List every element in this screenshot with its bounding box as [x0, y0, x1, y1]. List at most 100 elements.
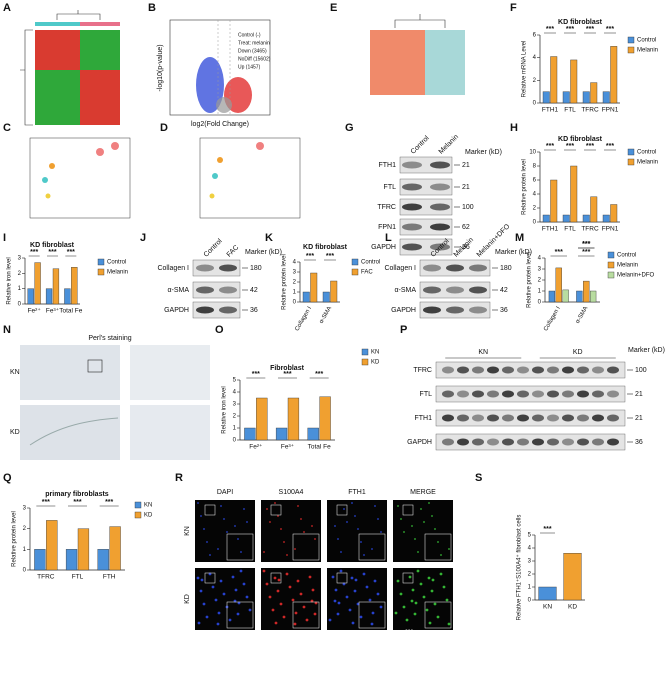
blot-band [547, 414, 559, 422]
if-speck [286, 554, 288, 556]
heatmap-a [20, 10, 120, 126]
if-speck [245, 595, 249, 599]
x-tick-label: KD [568, 604, 577, 611]
if-speck [276, 589, 280, 593]
y-tick-label: 2 [533, 206, 537, 212]
blot-band [472, 438, 484, 446]
blot-band [469, 306, 487, 314]
group-label: KN [478, 349, 488, 356]
blot-band [532, 390, 544, 398]
chart-title: Fibroblast [270, 365, 305, 372]
bar [602, 214, 610, 223]
blot-band [532, 414, 544, 422]
bar [109, 526, 121, 571]
legend-swatch [627, 158, 635, 166]
if-speck [356, 602, 360, 606]
x-tick-label: FTH1 [542, 226, 559, 233]
volcano-b [169, 19, 271, 116]
dotplot-c [29, 137, 131, 219]
blot-strip [435, 433, 626, 451]
blot-band [502, 390, 514, 398]
if-speck [428, 621, 432, 625]
significance: *** [42, 499, 50, 506]
blot-band [592, 438, 604, 446]
y-axis-label: Relative iron level [7, 257, 13, 304]
if-speck [368, 598, 372, 602]
if-image [261, 568, 321, 630]
dotplot-d [199, 137, 301, 219]
bar [275, 427, 288, 441]
inset-box [402, 504, 414, 516]
if-speck [277, 578, 281, 582]
bar [330, 280, 338, 303]
legend-swatch [607, 271, 615, 279]
if-speck [308, 575, 312, 579]
panel-letter: L [385, 232, 392, 244]
bar [610, 46, 618, 104]
blot-band [402, 243, 422, 251]
if-speck [202, 602, 206, 606]
legend-swatch [97, 258, 105, 266]
if-speck [228, 618, 232, 622]
blot-band [430, 183, 450, 191]
bar [322, 291, 330, 303]
blot-strip [399, 198, 453, 216]
row-label: TFRC [377, 204, 396, 211]
if-image [393, 568, 453, 630]
bar [538, 586, 557, 601]
if-speck [216, 622, 220, 626]
if-speck [217, 548, 219, 550]
blot-band [219, 286, 237, 294]
blot-band [607, 438, 619, 446]
blot-band [487, 414, 499, 422]
if-speck [362, 572, 366, 576]
if-speck [248, 608, 252, 612]
legend-swatch [134, 511, 142, 519]
blot-band [487, 366, 499, 374]
blot-band [577, 366, 589, 374]
legend-swatch [627, 36, 635, 44]
if-speck [351, 502, 353, 504]
if-speck [240, 551, 242, 553]
if-speck [376, 592, 380, 596]
blot-band [547, 366, 559, 374]
bar [542, 214, 550, 223]
significance: *** [283, 371, 291, 378]
x-tick-label: FTL [564, 226, 576, 233]
inset-box [270, 504, 282, 516]
x-tick-label: Total Fe [308, 444, 332, 451]
if-speck [206, 541, 208, 543]
if-speck [410, 599, 414, 603]
blot-strip [192, 301, 241, 319]
y-tick-label: 0 [18, 302, 22, 308]
if-speck [403, 531, 405, 533]
legend-swatch [607, 261, 615, 269]
x-tick-label: FTL [564, 107, 576, 114]
row-label: FPN1 [378, 224, 396, 231]
blot-band [577, 390, 589, 398]
legend-swatch [351, 258, 359, 266]
legend-text: Control [107, 260, 126, 266]
blot-band [469, 264, 487, 272]
if-speck [233, 599, 237, 603]
bar [590, 82, 598, 104]
if-speck [411, 588, 415, 592]
if-speck [200, 578, 204, 582]
chart-title: KD fibroblast [303, 244, 348, 251]
if-speck [433, 602, 437, 606]
legend-text: Melanin+DFO [617, 273, 655, 279]
panel-letter: E [330, 2, 337, 14]
y-tick-label: 0 [23, 568, 27, 574]
if-image [327, 500, 387, 562]
panel-letter: J [140, 232, 146, 244]
if-speck [314, 538, 316, 540]
if-speck [427, 576, 431, 580]
y-tick-label: 4 [233, 390, 237, 396]
if-speck [408, 575, 412, 579]
if-image [393, 500, 453, 562]
y-tick-label: 2 [233, 414, 237, 420]
bar [562, 214, 570, 223]
blot-strip [435, 385, 626, 403]
bar [34, 262, 41, 305]
y-tick-label: 2 [293, 280, 297, 286]
